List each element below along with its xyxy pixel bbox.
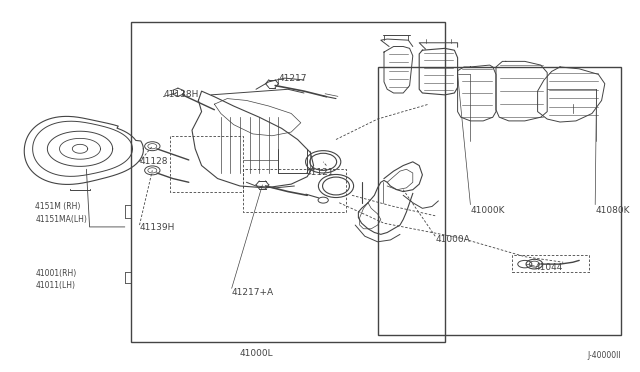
Bar: [378, 67, 621, 335]
Text: 4151M (RH): 4151M (RH): [35, 202, 81, 211]
Text: 41121: 41121: [306, 169, 335, 177]
Text: 41000L: 41000L: [239, 349, 273, 358]
Text: 41128: 41128: [140, 157, 168, 166]
Text: 41217+A: 41217+A: [232, 288, 274, 296]
Bar: [131, 22, 445, 342]
Text: 41138H: 41138H: [163, 90, 198, 99]
Text: 41080K: 41080K: [595, 206, 630, 215]
Text: 41151MA(LH): 41151MA(LH): [35, 215, 87, 224]
Text: 41000A: 41000A: [435, 235, 470, 244]
Text: J-40000II: J-40000II: [587, 351, 621, 360]
Text: 41044: 41044: [534, 263, 563, 272]
Text: 41001(RH): 41001(RH): [35, 269, 76, 278]
Text: 41011(LH): 41011(LH): [35, 281, 76, 290]
Text: 41139H: 41139H: [140, 223, 175, 232]
Text: 41217: 41217: [278, 74, 307, 83]
Text: 41000K: 41000K: [470, 206, 505, 215]
